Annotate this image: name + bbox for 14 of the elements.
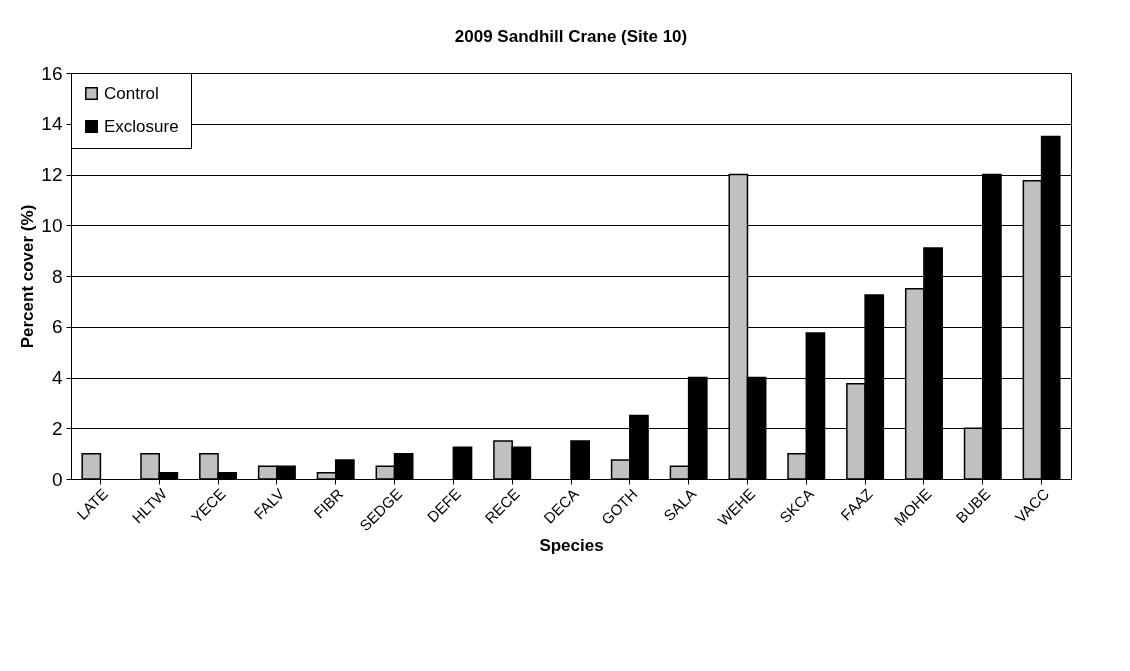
chart-title: 2009 Sandhill Crane (Site 10) — [454, 27, 688, 46]
legend-label: Exclosure — [104, 116, 179, 136]
legend-label: Control — [104, 83, 159, 103]
y-tick-label: 10 — [41, 214, 63, 236]
y-tick-label: 4 — [51, 367, 63, 388]
y-tick-label: 2 — [51, 417, 63, 439]
y-tick-label: 0 — [51, 468, 63, 490]
y-tick-label: 6 — [51, 316, 63, 338]
y-tick-label: 8 — [51, 265, 63, 287]
y-tick-label: 16 — [41, 62, 63, 84]
y-tick-label: 14 — [41, 113, 63, 135]
y-tick-label: 12 — [41, 164, 63, 185]
x-axis-title: Species — [539, 536, 604, 556]
y-axis-title: Percent cover (%) — [18, 204, 38, 349]
